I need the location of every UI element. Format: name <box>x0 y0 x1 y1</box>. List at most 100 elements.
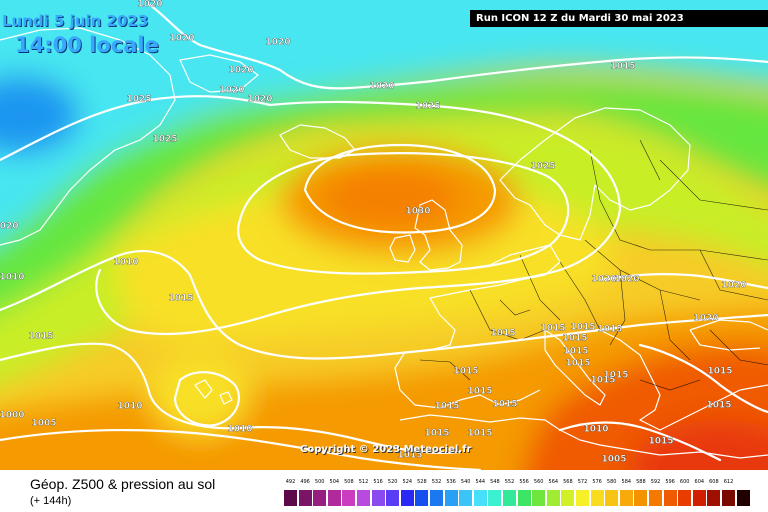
isobar-label: 1015 <box>397 451 422 461</box>
coast-black-sea <box>689 319 768 351</box>
isobar-label: 1015 <box>467 387 492 397</box>
legend-label: 536 <box>446 479 456 485</box>
isobar-label: 1010 <box>117 402 142 412</box>
coast-balkans <box>599 329 768 431</box>
field-zone-yellow-green <box>0 121 768 385</box>
legend-swatch <box>561 490 575 506</box>
isobar-label: 1015 <box>562 334 587 344</box>
legend-swatch <box>284 490 297 506</box>
legend-label: 520 <box>387 479 398 485</box>
isobar-label: 1025 <box>415 102 440 112</box>
product-title: Géop. Z500 & pression au sol <box>30 476 216 492</box>
isobar-label: 1010 <box>227 425 252 435</box>
isobar-label: 1015 <box>453 367 478 377</box>
legend-label: 552 <box>504 479 515 485</box>
isobar-label: 1020 <box>228 66 253 76</box>
isobar-label: 1020 <box>614 275 639 285</box>
legend-swatch <box>357 490 370 506</box>
isobar-1005-south <box>0 428 482 470</box>
isobars <box>0 3 768 470</box>
isobar-label: 1010 <box>583 425 608 435</box>
isobar-label: 1015 <box>610 62 635 72</box>
isobar-label: 1015 <box>590 376 615 386</box>
legend-swatch <box>371 490 385 506</box>
legend-label: 584 <box>621 479 632 485</box>
model-run-banner: Run ICON 12 Z du Mardi 30 mai 2023 <box>470 10 768 27</box>
isobar-label: 1015 <box>540 324 565 334</box>
legend-label: 568 <box>563 479 573 485</box>
isobar-label: 1020 <box>169 34 194 44</box>
coast-canaries <box>194 379 233 405</box>
isobar-1010-southeast <box>558 421 722 462</box>
legend-swatch <box>707 490 721 506</box>
legend-label: 524 <box>402 479 413 485</box>
legend-swatch <box>678 490 692 506</box>
isobar-label: 1015 <box>28 332 53 342</box>
coast-svalbard <box>179 54 259 93</box>
valid-time-text: 14:00 locale <box>15 33 159 57</box>
isobar-label: 1015 <box>565 359 590 369</box>
legend-swatch <box>517 490 531 506</box>
field-zone-green <box>0 80 768 311</box>
legend-swatch <box>415 490 429 506</box>
isobar-label: 1005 <box>601 455 626 465</box>
isobar-1030-high <box>303 143 497 234</box>
legend-label: 492 <box>285 479 296 485</box>
legend-label: 572 <box>577 479 588 485</box>
legend-swatch <box>342 490 356 506</box>
isobar-label: 1015 <box>490 329 515 339</box>
legend-label: 612 <box>723 479 734 485</box>
coast-greenland <box>0 27 176 246</box>
field-zone-high-core <box>320 168 460 228</box>
legend-label: 604 <box>694 479 705 485</box>
legend-label: 592 <box>650 479 661 485</box>
isobar-label: 1020 <box>265 38 290 48</box>
legend-swatch <box>503 490 516 506</box>
legend-label: 576 <box>592 479 602 485</box>
isobar-label: 1015 <box>492 400 517 410</box>
legend-swatch <box>532 490 546 506</box>
legend-label: 540 <box>460 479 471 485</box>
isobar-label: 1025 <box>126 95 151 105</box>
legend-swatch <box>298 490 312 506</box>
color-scale <box>284 490 752 506</box>
isobar-label: 1010 <box>113 258 138 268</box>
model-run-text: Run ICON 12 Z du Mardi 30 mai 2023 <box>476 13 684 24</box>
field-zone-islands-yellow <box>150 355 250 435</box>
legend-swatch <box>736 490 750 506</box>
legend-label: 544 <box>475 479 486 485</box>
isobar-label: 1025 <box>530 162 555 172</box>
isobar-label: 1020 <box>591 275 616 285</box>
legend-label: 508 <box>344 479 354 485</box>
isobar-label: 1020 <box>0 222 19 232</box>
isobar-label: 1015 <box>434 402 459 412</box>
legend-swatch <box>386 490 400 506</box>
isobar-1015-islands <box>173 371 241 427</box>
isobar-label: 1005 <box>31 419 56 429</box>
isobar-label: 1015 <box>706 401 731 411</box>
legend-tick-labels: 492 496 500 504 508 512 516 520 524 528 532 536 540 5… <box>284 479 752 488</box>
coastlines <box>0 27 768 459</box>
legend-swatch <box>444 490 458 506</box>
isobar-label: 1020 <box>693 314 718 324</box>
isobar-1015-east <box>638 343 768 414</box>
legend-label: 588 <box>636 479 646 485</box>
valid-date-text: Lundi 5 juin 2023 <box>2 12 149 30</box>
legend-label: 516 <box>373 479 383 485</box>
border-lines-2 <box>419 139 768 391</box>
coast-british-isles <box>389 199 463 271</box>
legend-swatch <box>473 490 487 506</box>
isobar-label: 1020 <box>369 82 394 92</box>
isobar-1020-north <box>148 3 768 90</box>
legend-bar: Géop. Z500 & pression au sol (+ 144h) 49… <box>0 470 768 512</box>
legend-label: 564 <box>548 479 559 485</box>
isobar-label: 1020 <box>137 0 162 10</box>
legend-swatch <box>722 490 735 506</box>
coast-europe-west <box>394 244 561 409</box>
border-lines-1 <box>469 159 768 361</box>
legend-label: 528 <box>417 479 427 485</box>
legend-swatch <box>576 490 589 506</box>
legend-label: 532 <box>431 479 442 485</box>
